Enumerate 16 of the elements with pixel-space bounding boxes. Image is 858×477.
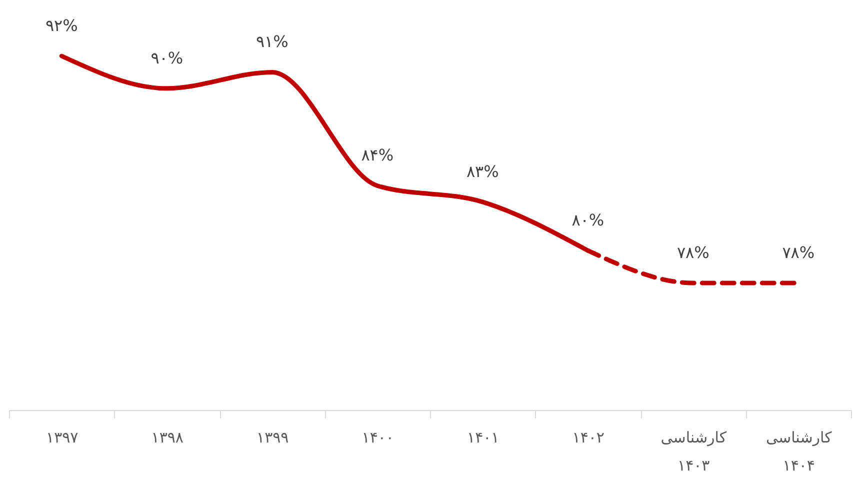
data-label: ۸۳% [466,162,499,181]
data-label: ۸۰% [572,210,604,230]
x-tick-label: کارشناسی ۱۴۰۳ [660,428,728,474]
data-label: ۷۸% [676,243,710,262]
x-tick-label: ۱۳۹۷ [46,428,78,446]
data-label: ۹۰% [150,48,184,68]
x-tick-label: ۱۴۰۲ [572,428,604,446]
data-label: ۷۸% [782,243,815,262]
data-label: ۸۴% [361,146,394,165]
x-tick-label: ۱۳۹۸ [151,428,184,446]
x-tick-label: کارشناسی ۱۴۰۴ [766,428,833,474]
x-tick-label: ۱۴۰۱ [467,428,500,446]
data-label: ۹۱% [256,32,288,52]
x-tick-label: ۱۳۹۹ [256,428,289,446]
x-tick-label: ۱۴۰۰ [362,428,394,446]
data-label: ۹۲% [45,16,78,35]
